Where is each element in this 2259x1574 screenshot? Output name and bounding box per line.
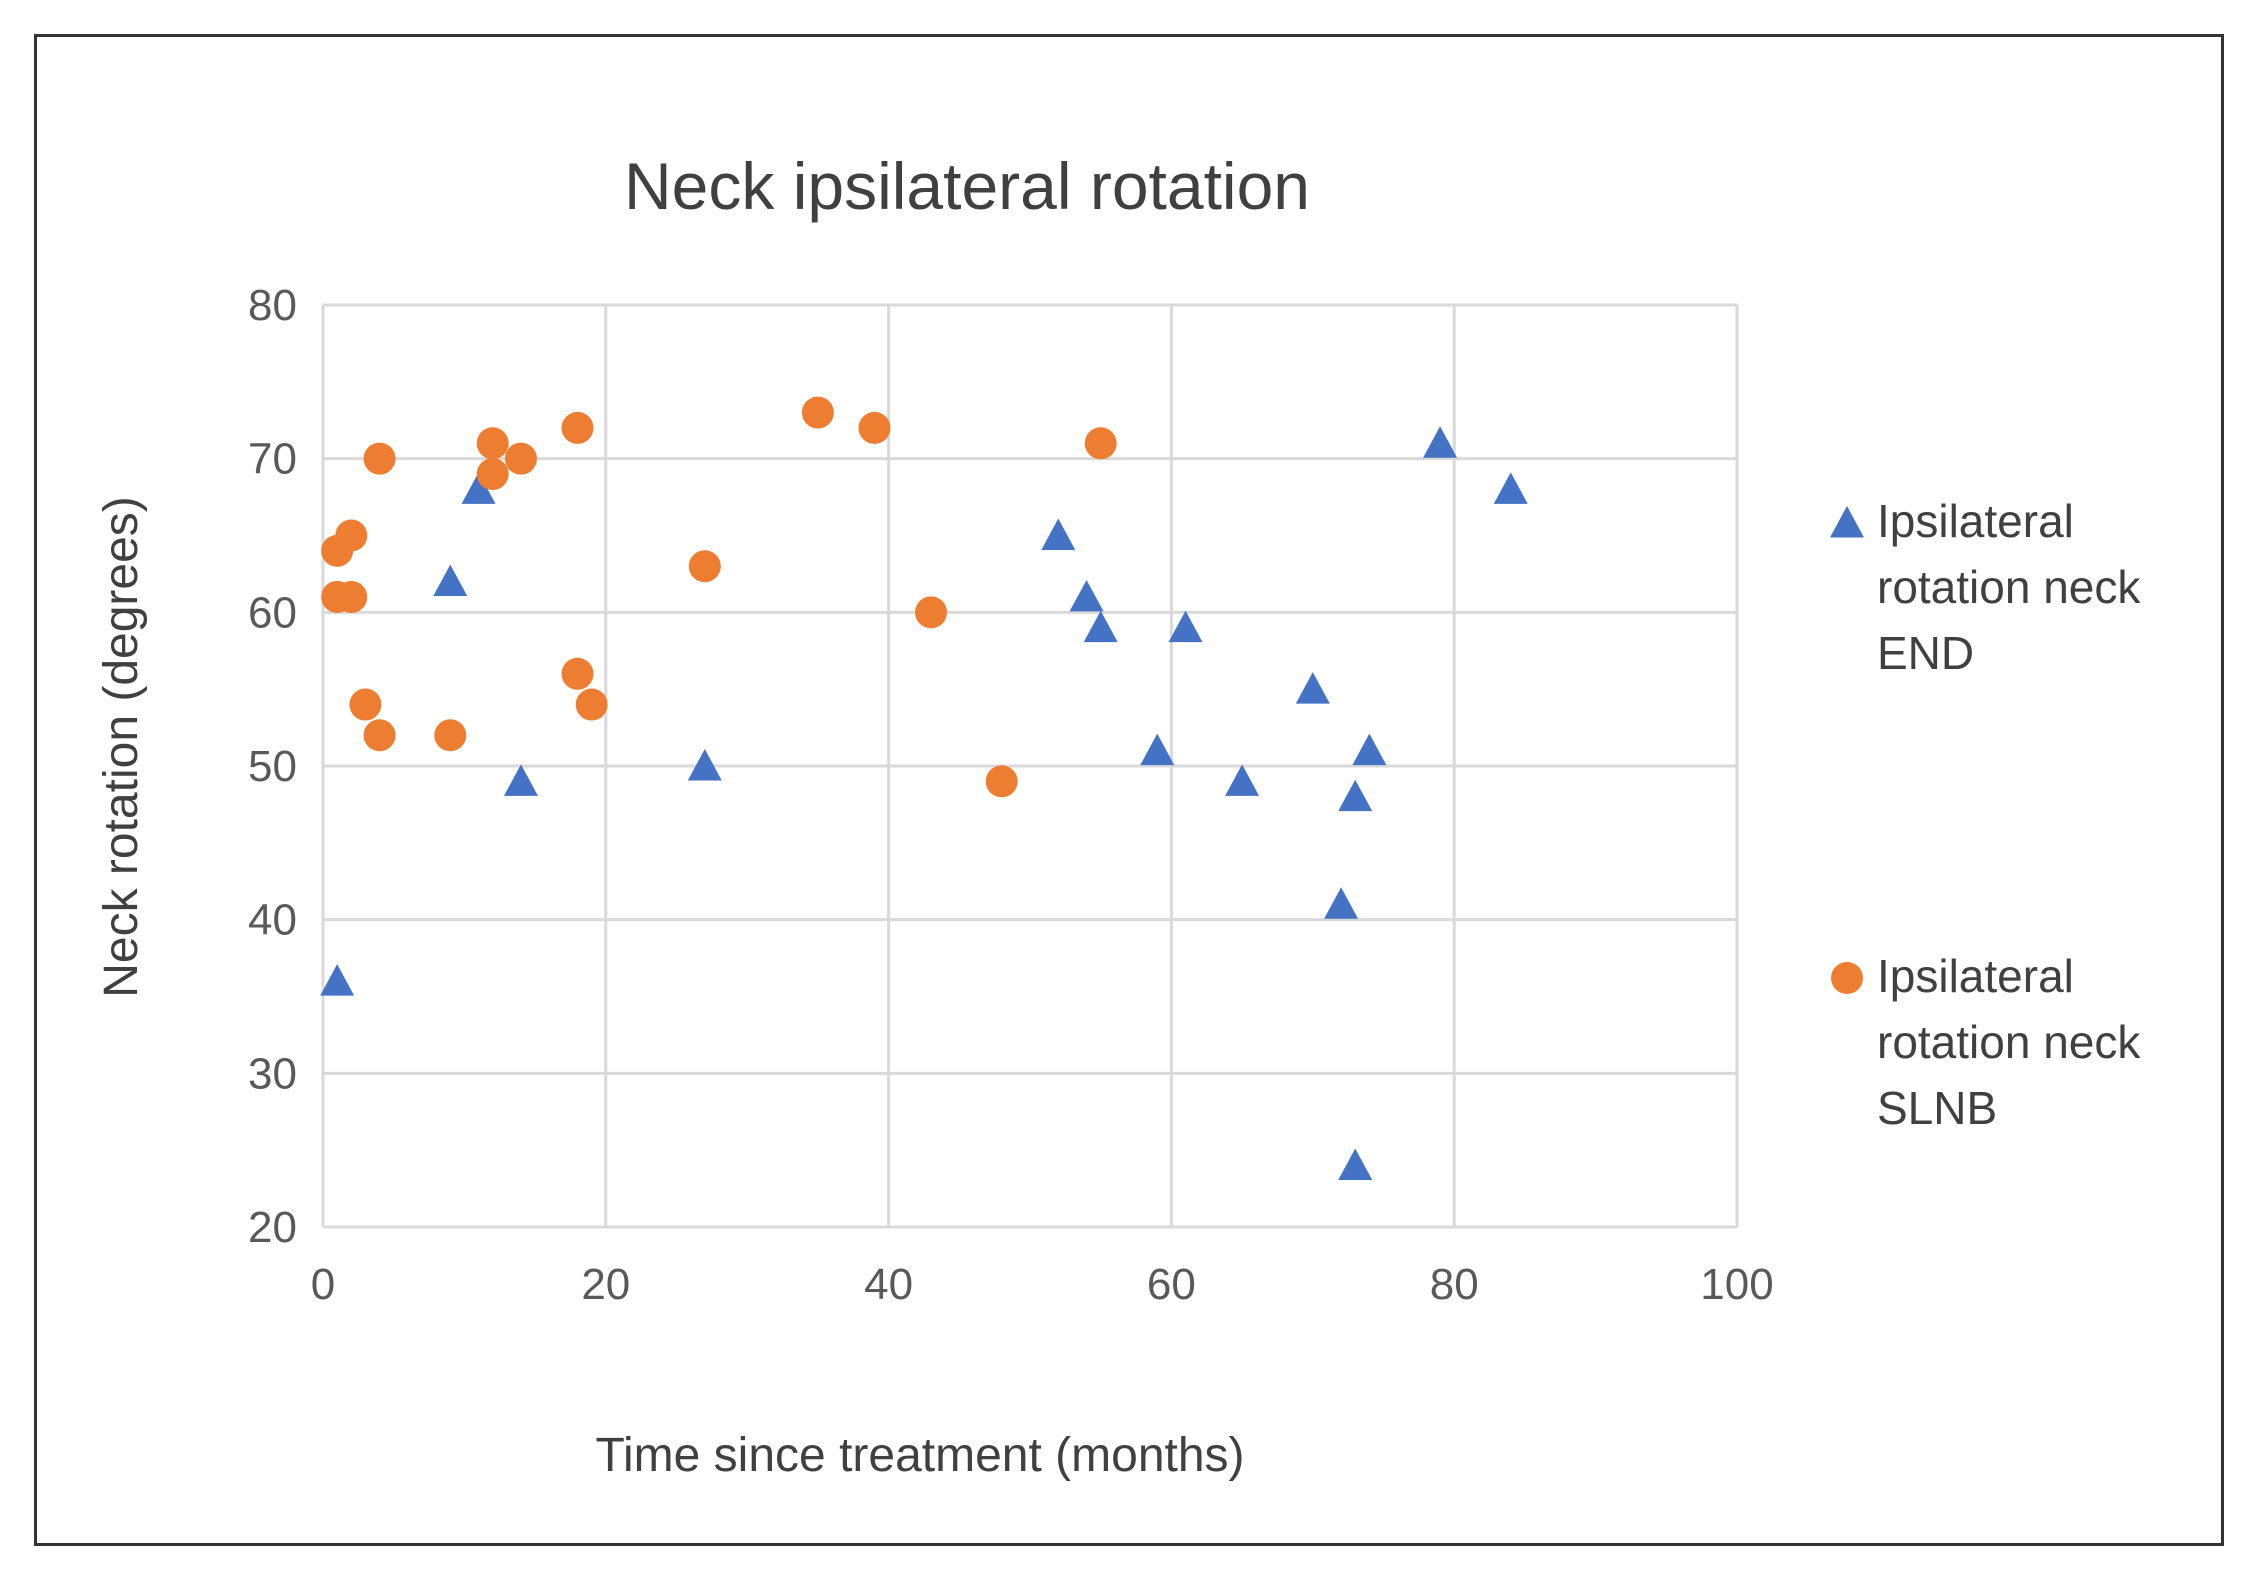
point-end xyxy=(1352,733,1387,766)
y-tick-label: 30 xyxy=(248,1049,297,1098)
point-end xyxy=(1338,779,1373,812)
point-slnb xyxy=(858,411,891,444)
point-end xyxy=(1338,1148,1373,1180)
point-end xyxy=(1140,733,1175,766)
point-slnb xyxy=(434,719,467,752)
point-end xyxy=(1295,672,1330,704)
point-slnb xyxy=(504,442,537,475)
point-end xyxy=(1083,610,1118,643)
chart-title: Neck ipsilateral rotation xyxy=(624,149,1310,223)
legend-marker-end xyxy=(1830,506,1864,538)
y-tick-label: 20 xyxy=(248,1203,297,1252)
point-slnb xyxy=(575,688,608,721)
point-end xyxy=(461,472,496,504)
legend-label-slnb: Ipsilateral xyxy=(1877,950,2074,1002)
y-tick-label: 60 xyxy=(248,588,297,637)
scatter-chart: Neck ipsilateral rotation 20 30 40 50 60 70 80… xyxy=(95,149,2141,1482)
legend-label-end: rotation neck xyxy=(1877,561,2141,613)
x-tick-label: 20 xyxy=(581,1260,630,1309)
x-tick-label: 0 xyxy=(311,1260,335,1309)
point-end xyxy=(433,564,468,597)
point-slnb xyxy=(985,765,1018,798)
gridlines xyxy=(321,303,1739,1229)
legend: Ipsilateral rotation neck END Ipsilateral ro… xyxy=(1830,495,2141,1134)
y-axis-label: Neck rotation (degrees) xyxy=(95,496,148,998)
point-end xyxy=(1168,610,1203,643)
legend-label-slnb: SLNB xyxy=(1877,1082,1997,1134)
point-end xyxy=(1041,518,1076,550)
y-tick-label: 80 xyxy=(248,281,297,330)
y-tick-label: 50 xyxy=(248,742,297,791)
y-tick-label: 40 xyxy=(248,896,297,945)
tick-labels: 20 30 40 50 60 70 80 0 20 40 60 80 100 xyxy=(248,281,1774,1309)
x-tick-label: 100 xyxy=(1700,1260,1773,1309)
point-slnb xyxy=(561,657,594,690)
legend-label-slnb: rotation neck xyxy=(1877,1016,2141,1068)
point-slnb xyxy=(363,719,396,752)
point-slnb xyxy=(561,411,594,444)
x-axis-label: Time since treatment (months) xyxy=(595,1429,1244,1482)
point-end xyxy=(503,764,538,796)
legend-label-end: END xyxy=(1877,627,1974,679)
point-slnb xyxy=(688,550,721,583)
point-end xyxy=(1423,426,1458,458)
point-slnb xyxy=(476,427,509,460)
x-tick-label: 60 xyxy=(1147,1260,1196,1309)
point-slnb xyxy=(349,688,382,721)
point-end xyxy=(320,964,355,996)
data-points xyxy=(320,396,1528,1180)
legend-label-end: Ipsilateral xyxy=(1877,495,2074,547)
point-slnb xyxy=(1084,427,1117,460)
point-end xyxy=(1493,472,1528,504)
point-end xyxy=(1225,764,1260,796)
point-slnb xyxy=(335,580,368,613)
point-slnb xyxy=(801,396,834,429)
point-slnb xyxy=(363,442,396,475)
chart-frame: Neck ipsilateral rotation 20 30 40 50 60 70 80… xyxy=(34,34,2224,1546)
point-slnb xyxy=(335,519,368,552)
y-tick-label: 70 xyxy=(248,435,297,484)
legend-marker-slnb xyxy=(1831,962,1863,994)
x-tick-label: 80 xyxy=(1430,1260,1479,1309)
x-tick-label: 40 xyxy=(864,1260,913,1309)
point-end xyxy=(1324,887,1359,919)
point-end xyxy=(1069,579,1104,612)
point-slnb xyxy=(476,458,509,491)
point-end xyxy=(687,749,722,781)
point-slnb xyxy=(915,596,948,629)
